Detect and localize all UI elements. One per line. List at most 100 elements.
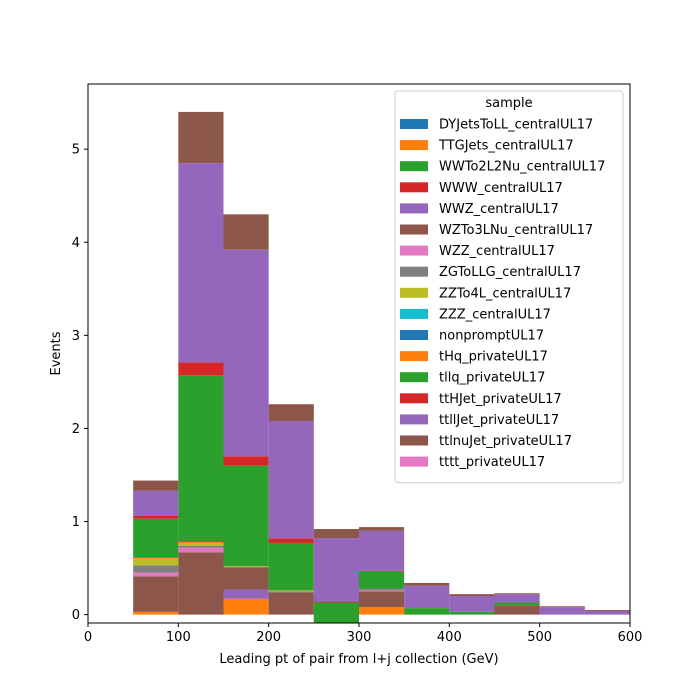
legend-swatch <box>400 456 428 467</box>
legend-swatch <box>400 351 428 362</box>
legend-entry-label: tHq_privateUL17 <box>439 350 548 365</box>
bar-segment <box>268 542 314 591</box>
y-tick-label: 0 <box>72 608 80 623</box>
bar-segment <box>494 594 540 603</box>
bar-segment <box>133 565 179 573</box>
legend-swatch <box>400 161 428 172</box>
bar-segment <box>313 538 359 602</box>
bar-segment <box>268 591 314 593</box>
bar-segment <box>223 566 269 568</box>
bar-segment <box>359 591 405 608</box>
bar-segment <box>404 608 450 615</box>
legend-entry-label: ttllJet_privateUL17 <box>439 413 559 428</box>
bar-segment <box>404 585 450 609</box>
bar-segment <box>359 530 405 571</box>
y-tick-label: 3 <box>72 329 80 344</box>
legend-entry-label: DYJetsToLL_centralUL17 <box>439 118 593 133</box>
legend-swatch <box>400 287 428 298</box>
bar-segment <box>313 602 359 623</box>
bar-segment <box>359 571 405 589</box>
bar-segment <box>133 518 179 558</box>
bar-segment <box>539 606 585 608</box>
x-tick-label: 300 <box>347 630 372 645</box>
bar-segment <box>494 593 540 595</box>
bar-segment <box>449 611 495 615</box>
bar-segment <box>178 375 224 543</box>
bar-segment <box>584 610 630 615</box>
legend-entry-label: WWZ_centralUL17 <box>439 202 559 217</box>
legend-swatch <box>400 435 428 446</box>
bar-segment <box>178 547 224 553</box>
legend-entry-label: ttHJet_privateUL17 <box>439 392 562 407</box>
legend-entry-label: ZZTo4L_centralUL17 <box>439 286 571 301</box>
y-axis-label: Events <box>49 331 64 375</box>
legend-swatch <box>400 308 428 319</box>
y-tick-label: 1 <box>72 515 80 530</box>
x-tick-label: 400 <box>437 630 462 645</box>
bar-segment <box>223 249 269 457</box>
y-tick-label: 4 <box>72 236 80 251</box>
legend-entry-label: WZTo3LNu_centralUL17 <box>439 223 593 238</box>
bar-segment <box>133 515 179 519</box>
legend-swatch <box>400 203 428 214</box>
bar-segment <box>223 589 269 599</box>
legend: sample DYJetsToLL_centralUL17 TTGJets_cen… <box>394 90 624 484</box>
y-tick-label: 5 <box>72 143 80 158</box>
legend-entry-label: tllq_privateUL17 <box>439 371 545 386</box>
bar-segment <box>584 609 630 611</box>
bar-segment <box>539 607 585 615</box>
bar-segment <box>359 588 405 591</box>
bar-segment <box>133 480 179 491</box>
bar-segment <box>133 558 179 566</box>
bar-segment <box>133 576 179 612</box>
legend-swatch <box>400 372 428 383</box>
bar-segment <box>359 527 405 531</box>
bar-segment <box>313 528 359 539</box>
bar-segment <box>494 602 540 606</box>
bar-segment <box>404 582 450 586</box>
legend-swatch <box>400 414 428 425</box>
legend-entry-label: ZGToLLG_centralUL17 <box>439 265 581 280</box>
bar-segment <box>223 598 269 615</box>
bar-segment <box>178 163 224 363</box>
legend-swatch <box>400 266 428 277</box>
bar-segment <box>268 420 314 539</box>
bar-segment <box>223 214 269 250</box>
bar-segment <box>313 601 359 603</box>
y-tick-label: 2 <box>72 422 80 437</box>
legend-entry-label: WZZ_centralUL17 <box>439 244 555 259</box>
bar-segment <box>268 590 314 592</box>
legend-swatch <box>400 393 428 404</box>
x-tick-label: 0 <box>84 630 92 645</box>
legend-swatch <box>400 119 428 129</box>
bar-segment <box>223 567 269 590</box>
legend-swatch <box>400 245 428 256</box>
bar-segment <box>178 542 224 546</box>
bar-segment <box>449 596 495 612</box>
bar-segment <box>133 611 179 615</box>
legend-box <box>394 90 624 484</box>
x-axis-label: Leading pt of pair from l+j collection (… <box>219 652 498 667</box>
legend-swatch <box>400 224 428 235</box>
x-tick-label: 100 <box>166 630 191 645</box>
bar-segment <box>449 594 495 597</box>
legend-entry-label: WWW_centralUL17 <box>439 181 563 196</box>
legend-entry-label: TTGJets_centralUL17 <box>438 139 574 154</box>
bar-segment <box>133 490 179 516</box>
bar-segment <box>359 590 405 592</box>
bar-segment <box>223 456 269 466</box>
bar-segment <box>133 557 179 559</box>
legend-swatch <box>400 182 428 193</box>
bar-segment <box>359 570 405 572</box>
bar-segment <box>133 572 179 577</box>
bar-segment <box>268 592 314 615</box>
bar-segment <box>359 607 405 615</box>
bar-segment <box>268 538 314 543</box>
x-tick-label: 200 <box>256 630 281 645</box>
bars-layer <box>133 111 630 623</box>
bar-segment <box>178 542 224 543</box>
bar-segment <box>223 465 269 567</box>
bar-segment <box>494 605 540 615</box>
bar-segment <box>178 545 224 548</box>
